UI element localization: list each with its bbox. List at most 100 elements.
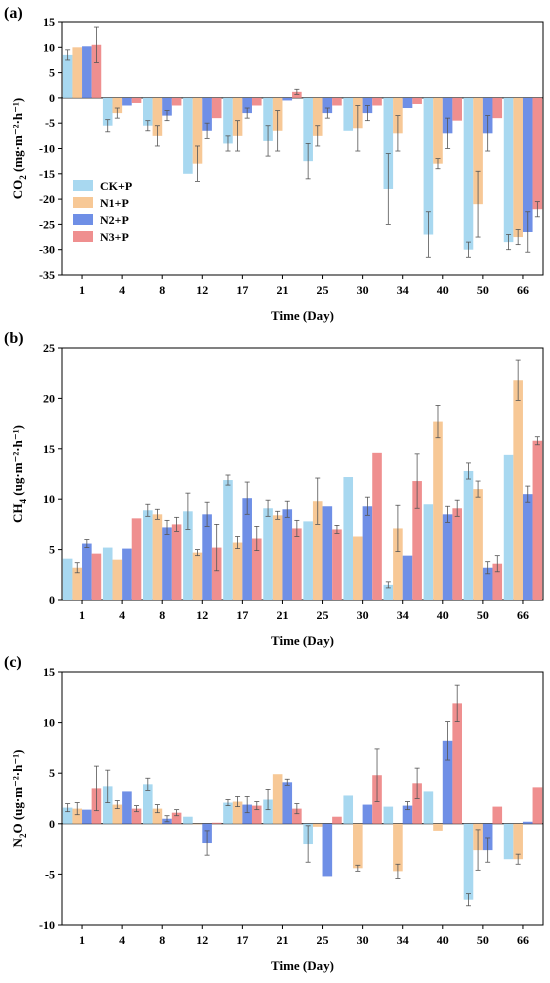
y-tick-label: 10 <box>43 40 55 54</box>
bar-n1-p-day-34 <box>393 823 403 872</box>
bar-n2-p-day-12 <box>202 514 212 600</box>
y-tick-label: -15 <box>39 167 55 181</box>
bar-n1-p-day-30 <box>353 823 363 869</box>
x-tick-label: 21 <box>276 933 288 947</box>
bar-n2-p-day-34 <box>402 555 413 600</box>
bar-n3-p-day-21 <box>292 528 302 600</box>
panel-label: (b) <box>4 330 24 347</box>
bar-n1-p-day-12 <box>192 552 203 600</box>
bar-n2-p-day-1 <box>82 809 92 824</box>
bar-n2-p-day-4 <box>122 791 132 824</box>
bar-n1-p-day-17 <box>232 801 243 824</box>
bar-n3-p-day-21 <box>292 808 302 824</box>
x-tick-label: 4 <box>119 933 125 947</box>
x-tick-label: 25 <box>317 933 329 947</box>
bar-ck-p-day-4 <box>102 786 113 824</box>
bar-n2-p-day-8 <box>162 97 172 116</box>
y-axis-title: CO2 (mg·m⁻²·h⁻¹) <box>10 98 28 200</box>
bar-n2-p-day-50 <box>482 823 493 851</box>
x-tick-label: 40 <box>437 283 449 297</box>
x-tick-label: 50 <box>477 283 489 297</box>
legend-swatch <box>73 231 93 242</box>
x-tick-label: 17 <box>236 608 248 622</box>
legend: CK+P N1+P N2+P N3+P <box>73 179 132 244</box>
y-tick-label: 10 <box>43 716 55 730</box>
x-tick-label: 34 <box>397 933 409 947</box>
bar-n1-p-day-30 <box>353 536 363 600</box>
bar-n1-p-day-40 <box>433 421 443 600</box>
bar-n2-p-day-25 <box>322 823 333 877</box>
x-tick-label: 50 <box>477 608 489 622</box>
bar-n3-p-day-30 <box>372 97 382 106</box>
bar-ck-p-day-25 <box>303 521 313 600</box>
y-tick-label: 15 <box>43 15 55 29</box>
bar-ck-p-day-50 <box>463 97 474 250</box>
bar-n1-p-day-40 <box>433 823 443 831</box>
bar-ck-p-day-34 <box>383 97 394 189</box>
bar-n3-p-day-1 <box>91 553 102 600</box>
bar-n3-p-day-8 <box>171 812 182 824</box>
bar-n1-p-day-4 <box>112 97 123 114</box>
bar-ck-p-day-8 <box>143 784 153 824</box>
bar-n3-p-day-17 <box>251 97 262 106</box>
x-tick-label: 66 <box>517 608 529 622</box>
bar-ck-p-day-30 <box>343 97 354 131</box>
bar-n3-p-day-25 <box>332 97 342 106</box>
y-tick-label: 20 <box>43 391 55 405</box>
bar-n3-p-day-34 <box>412 783 422 824</box>
bar-n2-p-day-50 <box>482 567 493 600</box>
x-tick-label: 1 <box>79 283 85 297</box>
bar-ck-p-day-8 <box>143 510 153 600</box>
bar-n3-p-day-8 <box>171 97 182 106</box>
bar-n3-p-day-50 <box>492 563 503 600</box>
y-tick-label: -35 <box>39 268 55 282</box>
bar-ck-p-day-40 <box>423 791 434 824</box>
y-tick-label: 15 <box>43 665 55 679</box>
y-tick-label: 5 <box>49 66 55 80</box>
bar-ck-p-day-30 <box>343 795 354 824</box>
x-axis-title: Time (Day) <box>271 633 334 648</box>
bar-n3-p-day-66 <box>532 97 543 210</box>
x-tick-label: 17 <box>236 933 248 947</box>
x-tick-label: 30 <box>357 933 369 947</box>
legend-swatch <box>73 214 93 225</box>
x-tick-label: 25 <box>317 283 329 297</box>
bar-ck-p-day-8 <box>143 97 153 126</box>
bar-n2-p-day-66 <box>522 97 533 232</box>
x-tick-label: 8 <box>159 933 165 947</box>
bar-n1-p-day-1 <box>72 47 83 98</box>
y-tick-label: -5 <box>45 116 55 130</box>
bar-n3-p-day-17 <box>251 805 262 824</box>
bar-n1-p-day-17 <box>232 542 243 600</box>
bar-ck-p-day-1 <box>62 54 73 98</box>
bar-n2-p-day-30 <box>362 506 373 600</box>
bar-n3-p-day-66 <box>532 787 543 824</box>
legend-label: N2+P <box>100 213 129 227</box>
bar-n2-p-day-17 <box>242 498 252 600</box>
bar-n2-p-day-40 <box>442 97 453 134</box>
panel-c: -10 -5 0 5 10 15 1 4 8 12 17 21 25 30 34 40 50 66 Time (Da… <box>4 654 544 973</box>
legend-swatch <box>73 197 93 208</box>
bar-n3-p-day-12 <box>211 547 222 600</box>
x-tick-label: 66 <box>517 283 529 297</box>
legend-label: N1+P <box>100 196 129 210</box>
y-tick-label: 0 <box>49 91 55 105</box>
bar-n3-p-day-21 <box>292 91 302 98</box>
y-tick-label: 5 <box>49 766 55 780</box>
bar-n1-p-day-1 <box>72 567 83 600</box>
bar-ck-p-day-17 <box>223 480 233 600</box>
bar-n1-p-day-25 <box>312 501 323 600</box>
bar-n3-p-day-25 <box>332 816 342 824</box>
legend-label: CK+P <box>100 179 132 193</box>
bar-n2-p-day-4 <box>122 548 132 600</box>
bar-n3-p-day-66 <box>532 440 543 600</box>
bar-n2-p-day-21 <box>282 97 293 101</box>
bar-n1-p-day-21 <box>272 774 283 824</box>
bar-n1-p-day-34 <box>393 528 403 600</box>
x-tick-label: 1 <box>79 608 85 622</box>
bar-ck-p-day-17 <box>223 802 233 824</box>
bar-ck-p-day-1 <box>62 807 73 824</box>
y-axis-title: CH4 (ug·m⁻²·h⁻¹) <box>10 425 28 523</box>
y-tick-label: -10 <box>39 142 55 156</box>
bar-n2-p-day-8 <box>162 527 172 600</box>
